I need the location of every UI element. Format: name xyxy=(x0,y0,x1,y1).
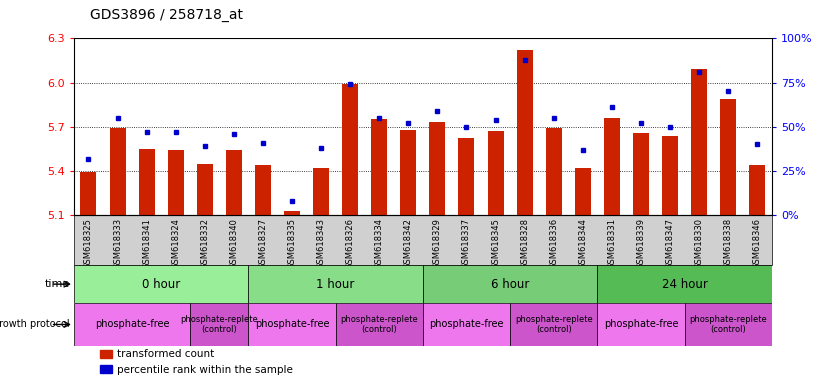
Bar xyxy=(488,131,503,215)
Bar xyxy=(662,136,678,215)
Bar xyxy=(423,265,598,303)
Bar xyxy=(720,99,736,215)
Bar xyxy=(342,84,358,215)
Bar xyxy=(691,69,707,215)
Bar xyxy=(598,303,685,346)
Bar xyxy=(74,303,190,346)
Bar xyxy=(248,303,336,346)
Text: 1 hour: 1 hour xyxy=(316,278,355,291)
Bar xyxy=(248,265,423,303)
Bar xyxy=(429,122,445,215)
Text: phosphate-replete
(control): phosphate-replete (control) xyxy=(181,315,258,334)
Bar xyxy=(633,132,649,215)
Text: 6 hour: 6 hour xyxy=(491,278,530,291)
Bar xyxy=(197,164,213,215)
Text: growth protocol: growth protocol xyxy=(0,319,70,329)
Bar xyxy=(546,128,562,215)
Text: phosphate-replete
(control): phosphate-replete (control) xyxy=(341,315,418,334)
Text: time: time xyxy=(44,279,70,289)
Text: phosphate-free: phosphate-free xyxy=(255,319,329,329)
Bar xyxy=(226,150,242,215)
Text: phosphate-free: phosphate-free xyxy=(603,319,678,329)
Bar xyxy=(401,130,416,215)
Bar xyxy=(603,118,620,215)
Bar xyxy=(750,165,765,215)
Bar xyxy=(190,303,248,346)
Bar xyxy=(167,150,184,215)
Bar xyxy=(336,303,423,346)
Text: 24 hour: 24 hour xyxy=(662,278,708,291)
Bar xyxy=(510,303,598,346)
Text: GDS3896 / 258718_at: GDS3896 / 258718_at xyxy=(90,8,243,22)
Text: phosphate-free: phosphate-free xyxy=(429,319,503,329)
Bar xyxy=(598,265,772,303)
Text: phosphate-replete
(control): phosphate-replete (control) xyxy=(690,315,767,334)
Bar xyxy=(516,50,533,215)
Bar xyxy=(139,149,154,215)
Bar xyxy=(685,303,772,346)
Legend: transformed count, percentile rank within the sample: transformed count, percentile rank withi… xyxy=(95,345,297,379)
Bar xyxy=(575,168,591,215)
Bar xyxy=(80,172,96,215)
Bar xyxy=(371,119,388,215)
Text: phosphate-free: phosphate-free xyxy=(94,319,169,329)
Bar xyxy=(423,303,510,346)
Bar xyxy=(284,210,300,215)
Bar xyxy=(109,128,126,215)
Text: 0 hour: 0 hour xyxy=(142,278,181,291)
Text: phosphate-replete
(control): phosphate-replete (control) xyxy=(515,315,593,334)
Bar xyxy=(255,165,271,215)
Bar xyxy=(74,265,248,303)
Bar xyxy=(313,168,329,215)
Bar xyxy=(458,139,475,215)
